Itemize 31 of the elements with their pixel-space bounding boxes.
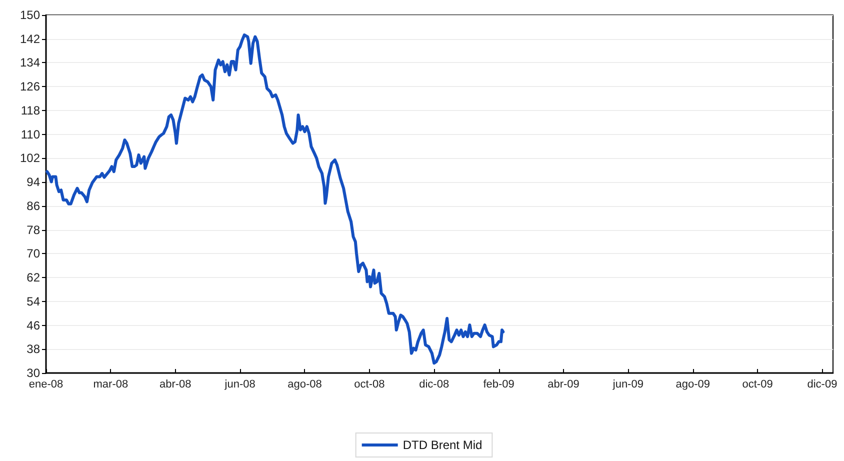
- y-tick-label: 126: [20, 80, 40, 94]
- y-tick-label: 118: [20, 103, 40, 118]
- y-tick-label: 86: [26, 198, 40, 213]
- y-tick-label: 150: [20, 8, 40, 22]
- y-tick-label: 94: [26, 175, 40, 190]
- y-tick-label: 142: [20, 32, 40, 46]
- y-tick-label: 110: [20, 127, 40, 142]
- x-tick-label: oct-08: [354, 378, 385, 390]
- x-tick-label: oct-09: [742, 378, 773, 390]
- x-tick-label: ago-09: [676, 378, 710, 390]
- y-tick-label: 134: [20, 56, 40, 70]
- x-tick-label: dic-08: [419, 378, 450, 390]
- y-tick-label: 78: [26, 222, 40, 237]
- legend-label: DTD Brent Mid: [402, 438, 482, 452]
- line-series: [46, 33, 505, 365]
- x-tick-label: jun-09: [612, 378, 644, 390]
- x-tick-label: abr-08: [159, 378, 192, 390]
- x-tick-label: mar-08: [93, 378, 128, 390]
- y-tick-label: 102: [20, 151, 40, 166]
- y-tick-label: 70: [26, 246, 40, 261]
- y-tick-label: 38: [26, 342, 40, 356]
- x-tick-label: abr-09: [548, 378, 580, 390]
- x-tick-label: dic-09: [807, 378, 838, 390]
- y-tick-label: 46: [26, 318, 40, 332]
- x-tick-label: ago-08: [288, 378, 322, 390]
- y-tick-label: 54: [26, 294, 40, 308]
- x-tick-label: ene-08: [28, 378, 64, 390]
- y-tick-label: 30: [26, 366, 40, 380]
- x-tick-label: feb-09: [483, 378, 514, 390]
- y-tick-label: 62: [26, 270, 40, 285]
- x-tick-label: jun-08: [224, 378, 256, 390]
